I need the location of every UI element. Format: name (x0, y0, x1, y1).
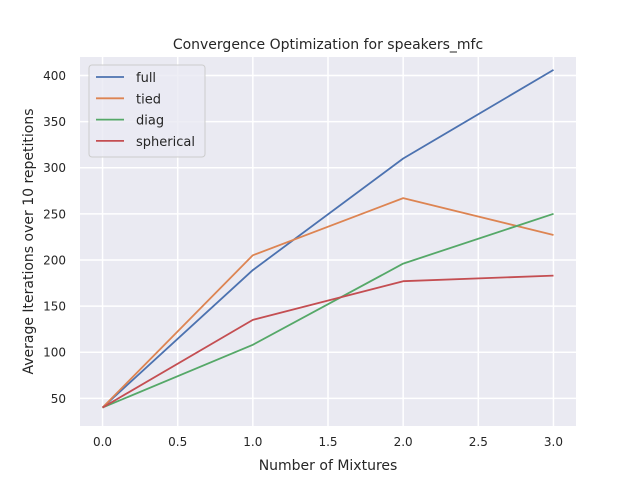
legend: full tied diag spherical (88, 64, 206, 158)
x-tick-label: 2.0 (394, 435, 413, 449)
x-tick-label: 2.5 (469, 435, 488, 449)
y-tick-labels: 50 100 150 200 250 300 350 400 (43, 69, 66, 406)
x-tick-label: 0.5 (168, 435, 187, 449)
y-tick-label: 200 (43, 253, 66, 267)
y-tick-label: 150 (43, 300, 66, 314)
y-tick-label: 100 (43, 346, 66, 360)
x-tick-label: 3.0 (544, 435, 563, 449)
legend-label-spherical: spherical (136, 135, 195, 150)
legend-label-full: full (136, 71, 156, 86)
legend-label-diag: diag (136, 114, 164, 129)
x-tick-label: 1.0 (243, 435, 262, 449)
chart-title: Convergence Optimization for speakers_mf… (173, 37, 483, 53)
series-line-diag (102, 212, 554, 409)
y-tick-label: 350 (43, 115, 66, 129)
y-tick-label: 250 (43, 207, 66, 221)
y-tick-label: 50 (51, 392, 66, 406)
x-axis-title: Number of Mixtures (259, 458, 398, 474)
series-line-full (101, 69, 554, 409)
legend-box (88, 64, 206, 158)
y-axis-title: Average Iterations over 10 repetitions (21, 108, 37, 374)
x-tick-labels: 0.0 0.5 1.0 1.5 2.0 2.5 3.0 (93, 435, 563, 449)
series-line-tied (101, 197, 554, 409)
x-tick-label: 1.5 (318, 435, 337, 449)
x-tick-label: 0.0 (93, 435, 112, 449)
series-lines (101, 69, 554, 409)
y-tick-label: 300 (43, 161, 66, 175)
y-tick-label: 400 (43, 69, 66, 83)
legend-label-tied: tied (136, 92, 161, 107)
series-line-spherical (102, 274, 554, 409)
